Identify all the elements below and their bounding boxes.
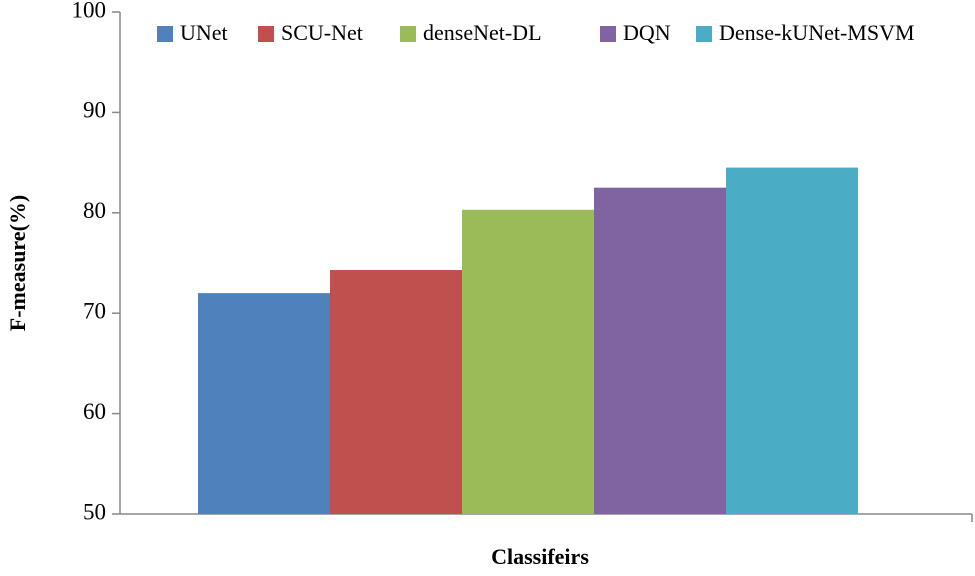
legend-swatch: [400, 26, 416, 42]
bar: [330, 270, 462, 514]
legend-label: DQN: [623, 20, 671, 45]
legend-label: Dense-kUNet-MSVM: [719, 20, 915, 45]
y-tick-label: 60: [83, 399, 106, 424]
y-tick-label: 80: [83, 198, 106, 223]
legend-swatch: [600, 26, 616, 42]
x-axis-title: Classifeirs: [491, 544, 589, 569]
legend-swatch: [696, 26, 712, 42]
y-axis-title: F-measure(%): [5, 195, 30, 331]
bar: [594, 187, 726, 514]
legend-swatch: [157, 26, 173, 42]
bar: [462, 209, 594, 514]
y-tick-label: 70: [83, 298, 106, 323]
y-tick-label: 100: [72, 0, 107, 22]
legend-label: UNet: [180, 20, 228, 45]
legend-swatch: [258, 26, 274, 42]
y-tick-label: 90: [83, 98, 106, 123]
legend-label: SCU-Net: [281, 20, 363, 45]
y-tick-label: 50: [83, 499, 106, 524]
legend-label: denseNet-DL: [423, 20, 542, 45]
bar: [198, 293, 330, 514]
bar: [726, 167, 858, 514]
